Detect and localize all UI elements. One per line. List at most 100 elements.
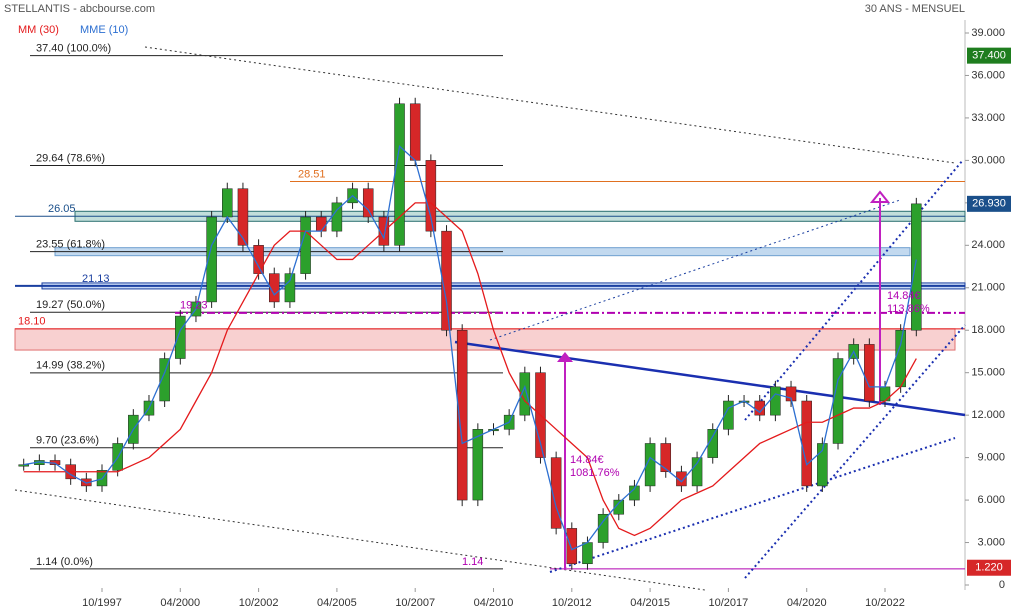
candle bbox=[394, 103, 405, 246]
fib-label: 23.55 (61.8%) bbox=[36, 239, 105, 251]
y-tick-label: 30.000 bbox=[971, 154, 1005, 166]
candle bbox=[456, 329, 468, 501]
annotation: 113.86% bbox=[887, 303, 930, 315]
y-tick-label: 6.000 bbox=[977, 494, 1005, 506]
x-tick-label: 10/2017 bbox=[709, 597, 749, 609]
candle bbox=[362, 188, 374, 218]
arrow-head bbox=[557, 352, 573, 362]
fib-label: 14.99 (38.2%) bbox=[36, 360, 105, 372]
price-tag bbox=[967, 195, 1011, 212]
y-tick-label: 39.000 bbox=[971, 27, 1005, 39]
candle bbox=[159, 358, 170, 402]
trendline bbox=[144, 46, 956, 164]
candle bbox=[895, 329, 906, 388]
candle bbox=[911, 203, 922, 331]
arrow-head bbox=[869, 190, 891, 203]
price-tag-label: 37.400 bbox=[972, 50, 1006, 62]
fib-label: 1.14 (0.0%) bbox=[36, 556, 93, 568]
candle bbox=[441, 230, 452, 331]
fib-label: 19.27 (50.0%) bbox=[36, 299, 105, 311]
candle bbox=[613, 499, 625, 515]
candle bbox=[472, 429, 484, 501]
candle bbox=[206, 216, 217, 303]
candle bbox=[222, 188, 233, 218]
candle bbox=[409, 103, 421, 161]
moving-average bbox=[23, 202, 917, 537]
annotation: 1081.76% bbox=[570, 467, 620, 479]
candle bbox=[691, 457, 703, 487]
moving-average bbox=[23, 144, 917, 551]
level-label: 28.51 bbox=[298, 168, 326, 180]
candle bbox=[676, 471, 687, 487]
y-tick-label: 9.000 bbox=[977, 452, 1005, 464]
candle bbox=[237, 188, 249, 246]
y-tick-label: 33.000 bbox=[971, 112, 1005, 124]
legend-mme: MME (10) bbox=[80, 24, 128, 36]
price-tag bbox=[967, 559, 1011, 576]
level-label: 19.23 bbox=[180, 300, 208, 312]
candle bbox=[519, 372, 531, 416]
price-tag bbox=[967, 47, 1011, 64]
candle bbox=[550, 457, 562, 529]
x-tick-label: 10/1997 bbox=[82, 597, 122, 609]
candle bbox=[879, 386, 891, 402]
x-tick-label: 10/2007 bbox=[395, 597, 435, 609]
y-tick-label: 21.000 bbox=[971, 282, 1005, 294]
candle bbox=[660, 443, 672, 473]
candle bbox=[644, 443, 656, 487]
trendline bbox=[744, 324, 966, 579]
fib-label: 37.40 (100.0%) bbox=[36, 43, 111, 55]
candle bbox=[315, 216, 327, 232]
level-label: 1.14 bbox=[462, 556, 483, 568]
trendline bbox=[744, 159, 964, 421]
candle bbox=[284, 273, 296, 303]
candle bbox=[832, 358, 844, 444]
x-tick-label: 10/2022 bbox=[865, 597, 905, 609]
price-tag-label: 26.930 bbox=[972, 198, 1006, 210]
chart-title: STELLANTIS - abcbourse.com bbox=[4, 3, 155, 15]
candle bbox=[582, 542, 593, 565]
x-tick-label: 10/2012 bbox=[552, 597, 592, 609]
candle bbox=[864, 344, 875, 402]
x-tick-label: 04/2005 bbox=[317, 597, 357, 609]
candle bbox=[18, 464, 29, 467]
annotation: 14.84€ bbox=[887, 290, 921, 302]
candle bbox=[175, 315, 186, 359]
annotation: 14.84€ bbox=[570, 454, 604, 466]
candle bbox=[770, 386, 781, 416]
x-tick-label: 04/2010 bbox=[474, 597, 514, 609]
y-tick-label: 24.000 bbox=[971, 239, 1005, 251]
fib-label: 9.70 (23.6%) bbox=[36, 435, 99, 447]
trendline bbox=[14, 489, 706, 591]
legend-mm: MM (30) bbox=[18, 24, 59, 36]
candle bbox=[597, 513, 609, 543]
price-tag-label: 1.220 bbox=[975, 562, 1003, 574]
x-tick-label: 10/2002 bbox=[239, 597, 279, 609]
fib-label: 29.64 (78.6%) bbox=[36, 152, 105, 164]
candle bbox=[801, 400, 812, 487]
y-tick-label: 12.000 bbox=[971, 409, 1005, 421]
candle bbox=[300, 216, 311, 274]
candle bbox=[817, 443, 828, 487]
candle bbox=[723, 400, 734, 430]
x-tick-label: 04/2000 bbox=[160, 597, 200, 609]
chart-subtitle: 30 ANS - MENSUEL bbox=[865, 3, 965, 15]
level-label: 18.10 bbox=[18, 316, 46, 328]
candle bbox=[425, 160, 437, 232]
y-tick-label: 3.000 bbox=[977, 536, 1005, 548]
y-tick-label: 18.000 bbox=[971, 324, 1005, 336]
level-label: 21.13 bbox=[82, 273, 110, 285]
level-label: 26.05 bbox=[48, 203, 76, 215]
candle bbox=[566, 528, 578, 565]
y-tick-label: 0 bbox=[999, 579, 1005, 591]
x-tick-label: 04/2020 bbox=[787, 597, 827, 609]
y-tick-label: 36.000 bbox=[971, 69, 1005, 81]
candle bbox=[269, 273, 280, 303]
candle bbox=[707, 429, 718, 458]
x-tick-label: 04/2015 bbox=[630, 597, 670, 609]
trendline bbox=[489, 199, 901, 341]
y-tick-label: 15.000 bbox=[971, 367, 1005, 379]
trendline bbox=[549, 437, 956, 573]
